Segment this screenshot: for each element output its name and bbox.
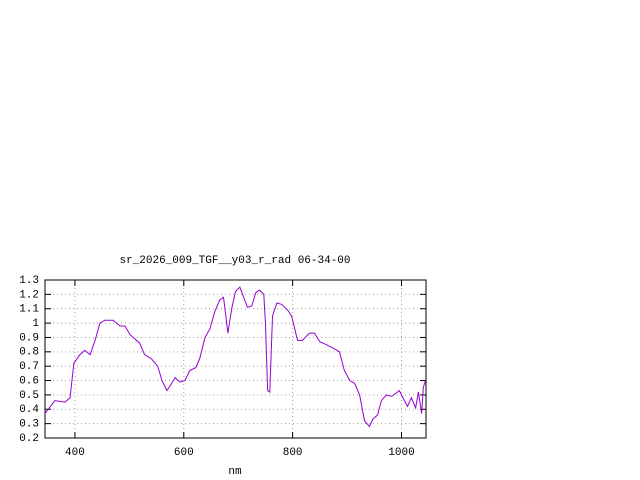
x-tick-label: 400 (65, 447, 85, 459)
x-axis-label: nm (228, 466, 242, 478)
y-tick-label: 0.5 (19, 390, 39, 402)
chart-title: sr_2026_009_TGF__y03_r_rad 06-34-00 (119, 255, 350, 267)
y-tick-label: 0.4 (19, 404, 39, 416)
y-tick-label: 0.3 (19, 419, 39, 431)
plot-border (44, 279, 427, 439)
y-tick-label: 0.7 (19, 361, 39, 373)
data-line (44, 286, 426, 428)
x-tick-label: 600 (174, 447, 194, 459)
y-tick-label: 1.3 (19, 275, 39, 287)
y-tick-label: 1.2 (19, 289, 39, 301)
y-tick-label: 0.8 (19, 347, 39, 359)
x-tick-label: 1000 (388, 447, 414, 459)
x-tick-label: 800 (283, 447, 303, 459)
y-tick-label: 1.1 (19, 304, 39, 316)
y-tick-label: 0.6 (19, 375, 39, 387)
y-tick-label: 0.2 (19, 433, 39, 445)
y-tick-label: 1 (32, 318, 39, 330)
y-tick-label: 0.9 (19, 332, 39, 344)
